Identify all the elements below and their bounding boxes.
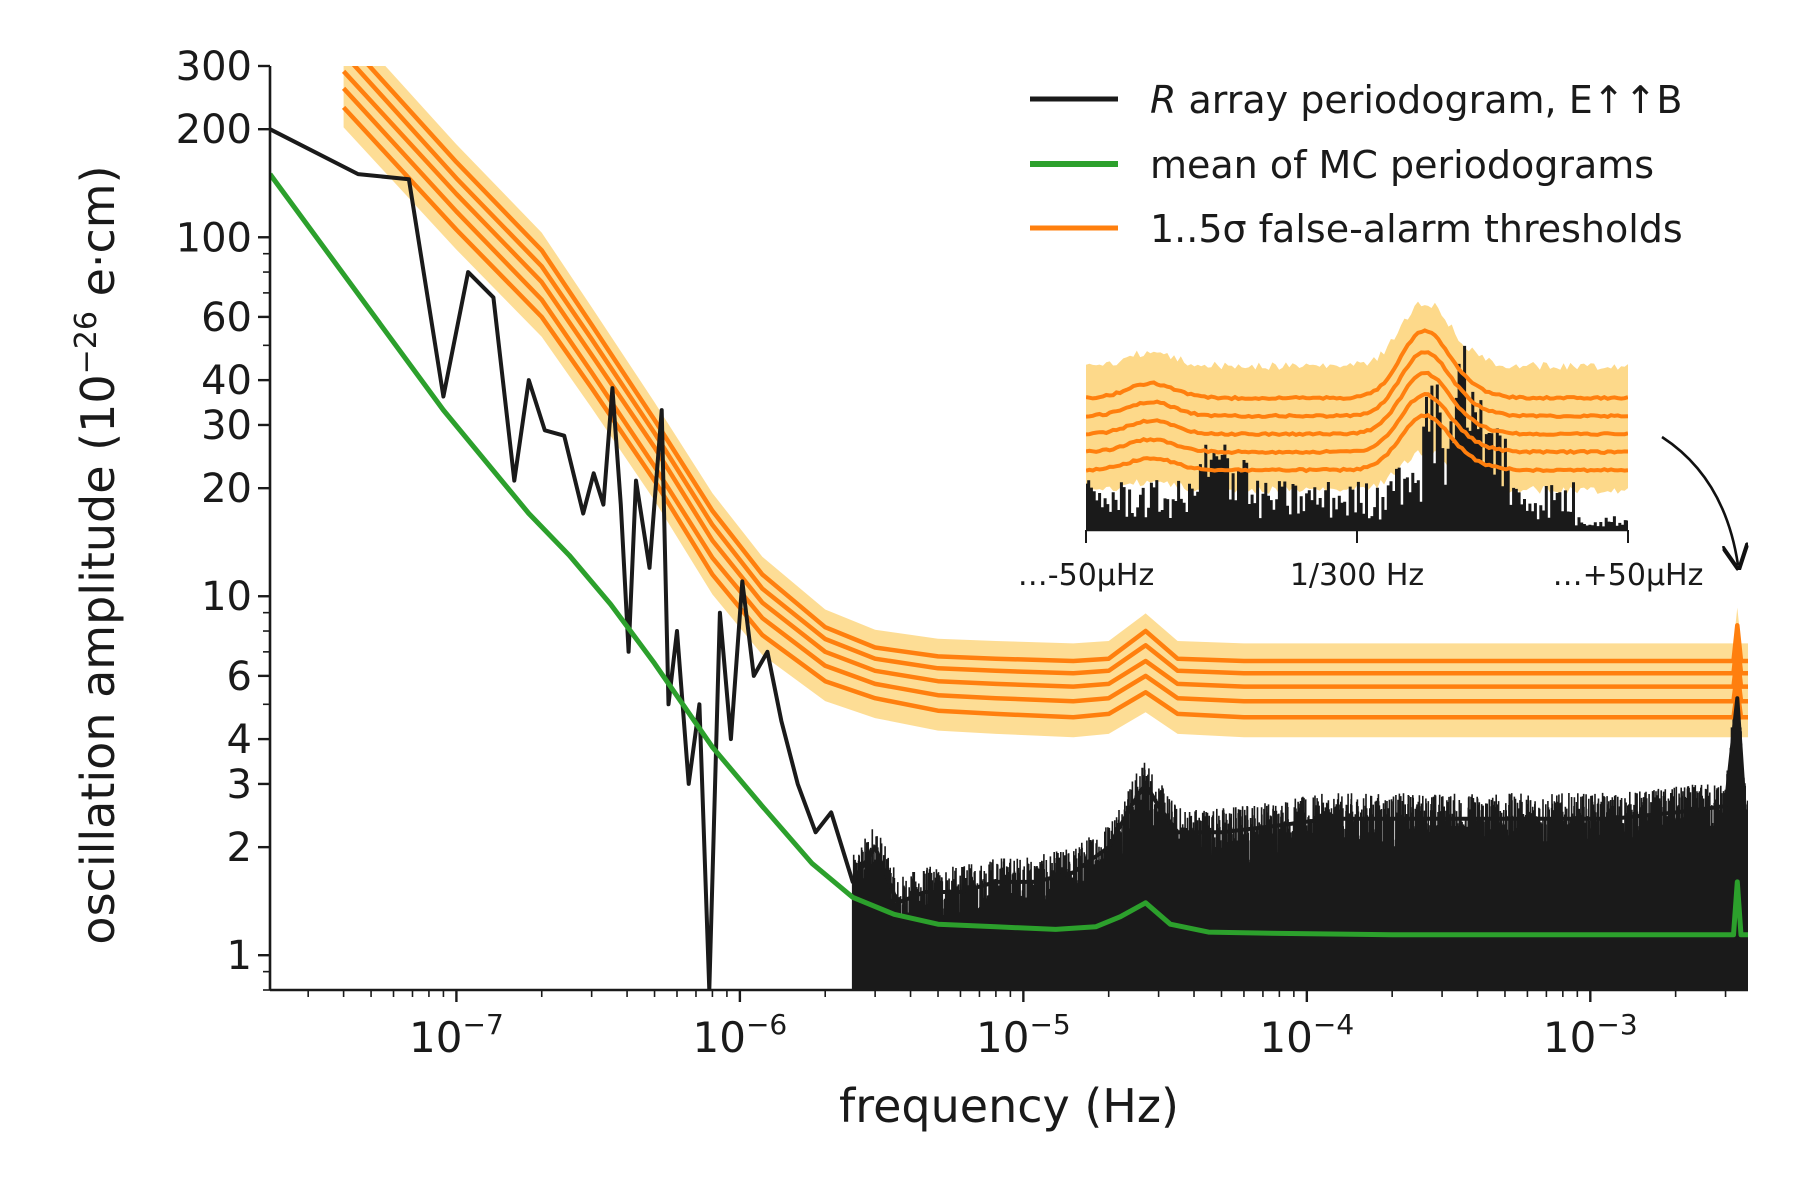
y-tick-label: 10 (201, 574, 252, 620)
inset-pointer-arrow (1661, 435, 1738, 565)
y-tick-label: 3 (227, 762, 252, 808)
y-tick-label: 200 (176, 107, 252, 153)
y-tick-label: 60 (201, 295, 252, 341)
x-tick-label: 10−5 (976, 1008, 1071, 1062)
legend-label-mc-mean: mean of MC periodograms (1150, 143, 1654, 187)
inset-threshold-line (1086, 328, 1628, 402)
inset-threshold-line (1086, 350, 1628, 420)
y-tick-label: 6 (227, 654, 252, 700)
y-tick-label: 20 (201, 466, 252, 512)
legend-entry-periodogram: R array periodogram, E↑↑B (1030, 78, 1682, 122)
legend-entry-thresholds: 1..5σ false-alarm thresholds (1030, 207, 1683, 251)
threshold-line-2sigma (341, 86, 1748, 704)
y-tick-label: 40 (201, 358, 252, 404)
svg-text:R array periodogram, E↑↑B: R array periodogram, E↑↑B (1150, 78, 1682, 122)
y-tick-label: 30 (201, 403, 252, 449)
x-axis-label: frequency (Hz) (839, 1079, 1179, 1133)
legend-label-periodogram: array periodogram, E↑↑B (1176, 78, 1682, 122)
x-tick-label: 10−3 (1543, 1008, 1638, 1062)
mc-mean-line (270, 172, 1748, 938)
y-tick-label: 2 (227, 825, 252, 871)
y-axis-label-main: oscillation amplitude (10 (71, 374, 125, 944)
inset-threshold-line (1086, 370, 1628, 438)
x-tick-label: 10−7 (409, 1008, 504, 1062)
inset-tick-label-mid: 1/300 Hz (1290, 558, 1424, 593)
inset-zoom: …-50μHz 1/300 Hz …+50μHz (1018, 301, 1738, 593)
periodogram-noise (851, 687, 1748, 990)
inset-tick-label-left: …-50μHz (1018, 558, 1154, 593)
axes-layer (268, 66, 1748, 992)
periodogram-noise-layer (851, 687, 1748, 990)
inset-threshold-line (1086, 391, 1628, 456)
inset-threshold-lines (1086, 328, 1628, 474)
y-tick-label: 4 (227, 717, 252, 763)
legend-entry-mc-mean: mean of MC periodograms (1030, 143, 1654, 187)
legend-label-thresholds: 1..5σ false-alarm thresholds (1150, 207, 1683, 251)
threshold-line-4sigma (351, 66, 1748, 676)
x-tick-label: 10−4 (1259, 1008, 1354, 1062)
y-tick-label: 100 (176, 215, 252, 261)
threshold-line-1sigma (341, 105, 1748, 720)
x-tick-label: 10−6 (693, 1008, 788, 1062)
legend-label-italic: R (1150, 78, 1176, 122)
periodogram-line (270, 127, 1747, 990)
y-axis-label: oscillation amplitude (10−26 e·cm) (69, 165, 125, 944)
y-axis-label-tail: e·cm) (71, 165, 125, 311)
y-tick-label: 300 (176, 44, 252, 90)
threshold-line-3sigma (341, 69, 1748, 689)
legend: R array periodogram, E↑↑B mean of MC per… (1030, 78, 1683, 251)
inset-tick-label-right: …+50μHz (1553, 558, 1704, 593)
threshold-line-5sigma (366, 66, 1748, 664)
inset-periodogram-spikes (1086, 345, 1628, 530)
series-layer (270, 66, 1748, 990)
x-tick-layer: 10−7 10−6 10−5 10−4 10−3 (307, 990, 1727, 1062)
inset-threshold-line (1086, 412, 1628, 474)
inset-periodogram (1086, 345, 1628, 530)
y-axis-label-exponent: −26 (69, 311, 104, 374)
y-tick-label: 1 (227, 933, 252, 979)
